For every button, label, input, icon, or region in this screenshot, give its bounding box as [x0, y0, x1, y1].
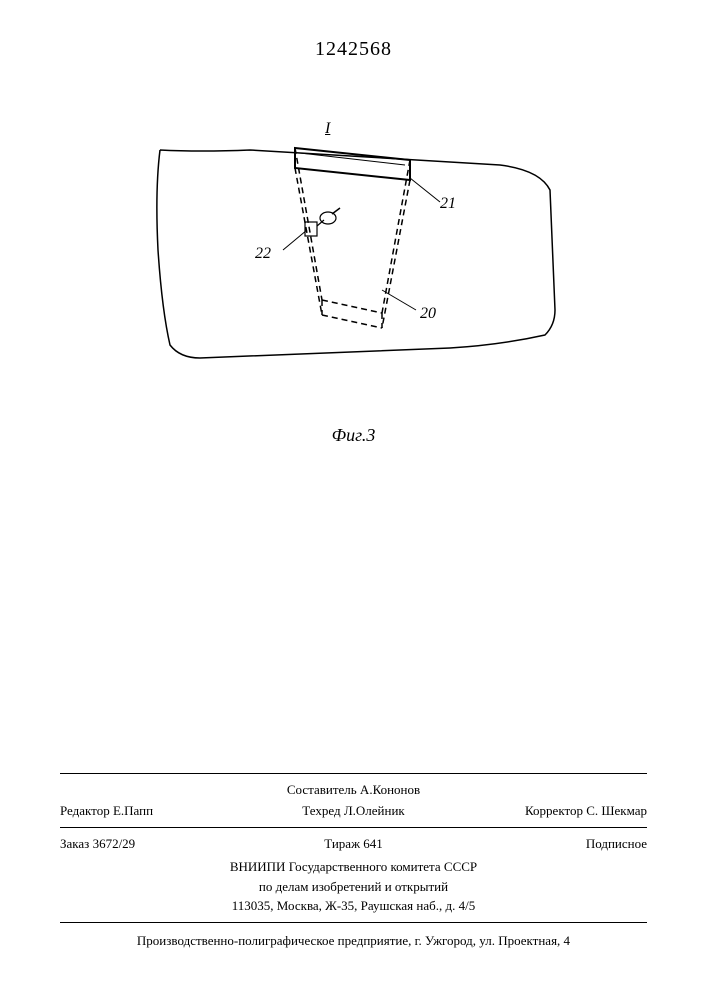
credits-row: Редактор Е.Папп Техред Л.Олейник Коррект…: [60, 801, 647, 821]
corrector-label: Корректор: [525, 803, 583, 818]
composer-line: Составитель А.Кононов: [60, 780, 647, 800]
org-line-2: по делам изобретений и открытий: [60, 877, 647, 897]
circulation-col: Тираж 641: [256, 834, 452, 854]
subscription-col: Подписное: [451, 834, 647, 854]
label-20: 20: [420, 305, 436, 323]
corrector-name: С. Шекмар: [586, 803, 647, 818]
subscription-text: Подписное: [586, 836, 647, 851]
tech-editor-label: Техред: [302, 803, 340, 818]
footer-divider-2: [60, 827, 647, 828]
order-row: Заказ 3672/29 Тираж 641 Подписное: [60, 834, 647, 854]
box-edge-front-right: [382, 180, 410, 328]
order-col: Заказ 3672/29: [60, 834, 256, 854]
figure-caption: Фиг.3: [332, 425, 376, 446]
tech-editor-col: Техред Л.Олейник: [256, 801, 452, 821]
editor-name: Е.Папп: [113, 803, 153, 818]
circulation-number: 641: [363, 836, 383, 851]
patent-number: 1242568: [315, 38, 392, 61]
footer-divider-1: [60, 773, 647, 774]
box-bottom-back: [322, 300, 382, 313]
editor-col: Редактор Е.Папп: [60, 801, 256, 821]
order-label: Заказ: [60, 836, 89, 851]
leader-22: [283, 230, 307, 250]
leader-21: [410, 178, 440, 202]
corrector-col: Корректор С. Шекмар: [451, 801, 647, 821]
circulation-label: Тираж: [324, 836, 360, 851]
label-21: 21: [440, 195, 456, 213]
org-block: ВНИИПИ Государственного комитета СССР по…: [60, 857, 647, 916]
box-bottom-front: [322, 315, 382, 328]
org-line-1: ВНИИПИ Государственного комитета СССР: [60, 857, 647, 877]
production-line: Производственно-полиграфическое предприя…: [60, 931, 647, 951]
label-I: I: [325, 120, 330, 138]
label-22: 22: [255, 245, 271, 263]
box-edge-front-left: [295, 168, 322, 315]
footer-divider-3: [60, 922, 647, 923]
order-number: 3672/29: [93, 836, 136, 851]
editor-label: Редактор: [60, 803, 110, 818]
tech-editor-name: Л.Олейник: [344, 803, 405, 818]
surface-outline: [157, 150, 555, 358]
footer-block: Составитель А.Кононов Редактор Е.Папп Те…: [60, 767, 647, 951]
diagram-svg: [100, 130, 600, 430]
box-edge-back-right: [382, 160, 410, 313]
technical-diagram: I 21 22 20: [100, 130, 600, 430]
org-address: 113035, Москва, Ж-35, Раушская наб., д. …: [60, 896, 647, 916]
